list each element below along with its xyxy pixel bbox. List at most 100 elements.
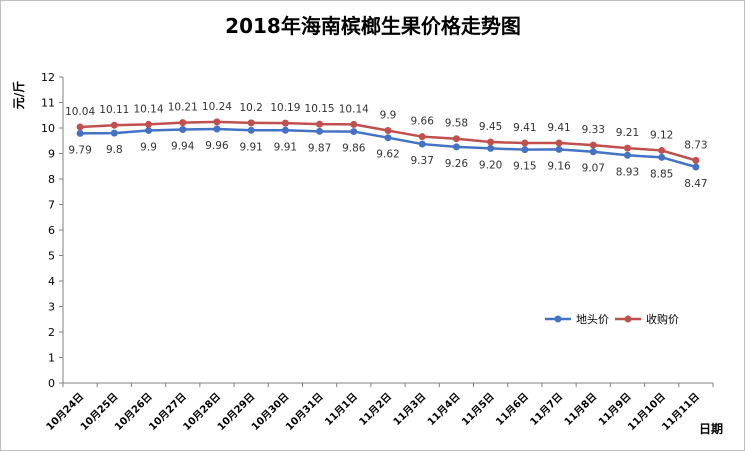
data-label: 10.15 <box>305 103 335 115</box>
data-label: 9.87 <box>308 142 331 154</box>
data-point[interactable] <box>692 163 700 171</box>
data-point[interactable] <box>179 119 187 127</box>
data-point[interactable] <box>281 119 289 127</box>
data-label: 9.9 <box>140 142 157 154</box>
data-labels: 9.79 9.8 9.9 9.94 9.96 9.91 9.91 9.87 9.86 9.62 9.… <box>65 101 708 190</box>
y-tick-label: 8 <box>48 173 55 186</box>
data-label: 10.11 <box>99 104 129 116</box>
y-tick-label: 6 <box>48 224 55 237</box>
data-label: 10.04 <box>65 106 95 118</box>
data-point[interactable] <box>247 126 255 134</box>
data-point[interactable] <box>589 148 597 156</box>
y-tick-label: 3 <box>48 301 55 314</box>
data-label: 9.15 <box>513 161 536 173</box>
data-point[interactable] <box>555 145 563 153</box>
data-point[interactable] <box>487 144 495 152</box>
x-tick-label: 11月11日 <box>660 391 702 433</box>
x-tick-label: 11月1日 <box>323 391 360 428</box>
data-point[interactable] <box>418 140 426 148</box>
data-point[interactable] <box>623 144 631 152</box>
data-point[interactable] <box>213 125 221 133</box>
data-label: 9.33 <box>582 124 605 136</box>
data-point[interactable] <box>316 127 324 135</box>
y-tick-label: 2 <box>48 326 55 339</box>
data-point[interactable] <box>76 129 84 137</box>
data-label: 9.45 <box>479 121 502 133</box>
data-label: 9.91 <box>239 141 262 153</box>
data-point[interactable] <box>692 156 700 164</box>
data-point[interactable] <box>452 143 460 151</box>
data-point[interactable] <box>555 139 563 147</box>
data-label: 10.14 <box>133 103 163 115</box>
y-tick-label: 5 <box>48 250 55 263</box>
data-point[interactable] <box>487 138 495 146</box>
data-point[interactable] <box>110 129 118 137</box>
data-point[interactable] <box>350 120 358 128</box>
x-tick-label: 11月2日 <box>357 391 394 428</box>
y-tick-label: 1 <box>48 352 55 365</box>
series-layer <box>76 118 700 171</box>
data-point[interactable] <box>418 133 426 141</box>
data-label: 9.20 <box>479 159 502 171</box>
data-label: 10.24 <box>202 101 232 113</box>
data-label: 9.8 <box>106 144 123 156</box>
data-point[interactable] <box>589 141 597 149</box>
x-tick-label: 11月3日 <box>391 391 428 428</box>
x-axis-ticks: 10月24日10月25日10月26日10月27日10月28日10月29日10月3… <box>44 383 714 433</box>
legend-item[interactable]: 地头价 <box>545 313 609 326</box>
x-axis-label: 日期 <box>699 421 723 436</box>
x-tick-label: 11月7日 <box>528 391 565 428</box>
data-label: 9.96 <box>205 140 229 152</box>
chart-title: 2018年海南槟榔生果价格走势图 <box>225 14 521 38</box>
x-tick-label: 11月4日 <box>425 391 462 428</box>
x-tick-label: 11月6日 <box>494 391 531 428</box>
data-point[interactable] <box>145 127 153 135</box>
legend-label: 地头价 <box>576 313 609 326</box>
data-point[interactable] <box>213 118 221 126</box>
data-point[interactable] <box>521 146 529 154</box>
data-label: 10.19 <box>270 102 300 114</box>
data-label: 9.58 <box>445 118 468 130</box>
data-point[interactable] <box>452 135 460 143</box>
y-tick-label: 7 <box>48 199 55 212</box>
y-tick-label: 11 <box>41 97 55 110</box>
data-label: 9.37 <box>411 155 434 167</box>
y-tick-label: 10 <box>41 122 55 135</box>
data-label: 9.66 <box>411 116 435 128</box>
legend-marker <box>554 315 562 323</box>
data-label: 9.9 <box>380 110 397 122</box>
data-point[interactable] <box>350 128 358 136</box>
data-label: 8.73 <box>684 139 707 151</box>
data-label: 10.21 <box>168 102 198 114</box>
data-point[interactable] <box>110 121 118 129</box>
data-point[interactable] <box>247 119 255 127</box>
data-label: 9.21 <box>616 127 639 139</box>
data-point[interactable] <box>521 139 529 147</box>
data-point[interactable] <box>179 126 187 134</box>
data-point[interactable] <box>281 126 289 134</box>
data-point[interactable] <box>76 123 84 131</box>
x-tick-label: 10月31日 <box>283 391 325 433</box>
legend-item[interactable]: 收购价 <box>615 312 679 326</box>
legend[interactable]: 地头价 收购价 <box>545 312 679 326</box>
data-label: 9.07 <box>582 163 605 175</box>
data-point[interactable] <box>658 153 666 161</box>
data-point[interactable] <box>316 120 324 128</box>
y-tick-label: 4 <box>48 275 55 288</box>
data-point[interactable] <box>145 120 153 128</box>
data-label: 8.93 <box>616 166 639 178</box>
y-tick-label: 12 <box>41 71 55 84</box>
data-point[interactable] <box>658 146 666 154</box>
data-label: 10.14 <box>339 103 369 115</box>
data-label: 9.62 <box>376 149 399 161</box>
data-point[interactable] <box>384 127 392 135</box>
data-label: 9.12 <box>650 129 673 141</box>
data-label: 9.26 <box>445 158 469 170</box>
data-label: 9.41 <box>547 122 570 134</box>
data-point[interactable] <box>384 134 392 142</box>
data-label: 9.41 <box>513 122 536 134</box>
data-label: 9.94 <box>171 141 195 153</box>
x-tick-label: 11月5日 <box>459 391 496 428</box>
data-point[interactable] <box>623 151 631 159</box>
